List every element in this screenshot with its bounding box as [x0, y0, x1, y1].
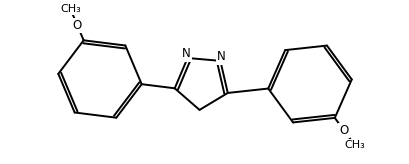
Text: O: O: [339, 124, 348, 137]
Text: N: N: [182, 48, 191, 61]
Text: N: N: [216, 50, 225, 63]
Text: CH₃: CH₃: [344, 140, 364, 150]
Text: CH₃: CH₃: [60, 4, 81, 14]
Text: O: O: [73, 19, 82, 32]
